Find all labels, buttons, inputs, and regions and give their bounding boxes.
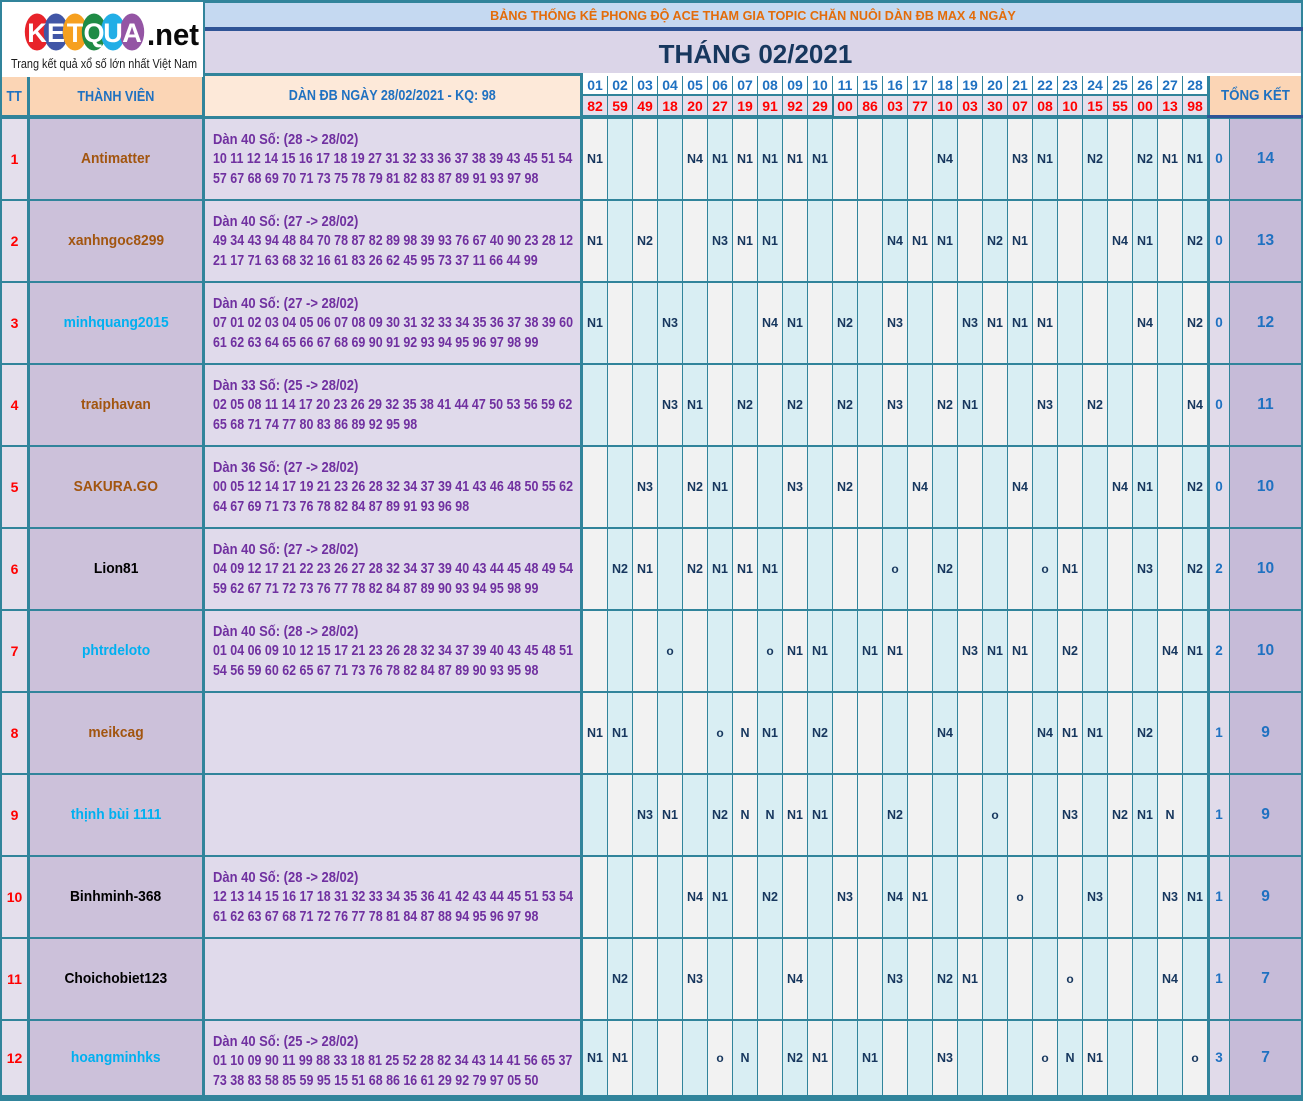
svg-text:U: U [103, 18, 123, 48]
svg-text:A: A [122, 18, 142, 48]
svg-text:Trang kết quả xổ số lớn nhất V: Trang kết quả xổ số lớn nhất Việt Nam [11, 56, 197, 71]
svg-text:T: T [67, 18, 84, 48]
svg-text:Q: Q [83, 18, 104, 48]
svg-text:E: E [47, 18, 65, 48]
svg-text:K: K [27, 18, 47, 48]
svg-text:.net: .net [147, 17, 199, 52]
